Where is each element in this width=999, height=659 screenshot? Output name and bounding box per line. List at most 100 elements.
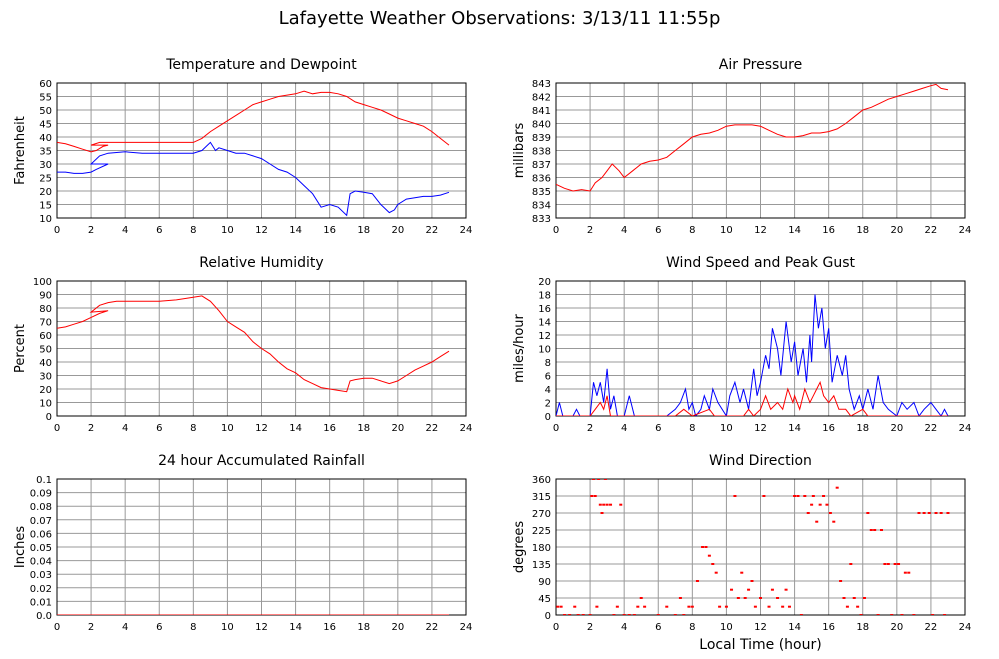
y-tick-label: 55 — [39, 93, 52, 104]
data-point — [733, 495, 737, 497]
data-point — [879, 529, 883, 531]
y-tick-label: 0.1 — [36, 475, 52, 486]
y-axis-label: degrees — [512, 521, 527, 574]
y-tick-label: 835 — [532, 187, 551, 198]
series-group — [57, 90, 450, 217]
x-tick-label: 2 — [88, 423, 94, 434]
y-tick-label: 10 — [39, 214, 52, 225]
series-group — [57, 295, 450, 393]
x-tick-label: 10 — [221, 622, 234, 633]
data-point — [632, 614, 636, 615]
x-tick-label: 22 — [925, 225, 938, 236]
x-tick-label: 16 — [822, 225, 835, 236]
data-point — [615, 605, 619, 608]
x-tick-label: 10 — [720, 423, 733, 434]
data-point — [917, 512, 921, 514]
plot-frame — [555, 280, 966, 417]
y-tick-label: 837 — [532, 160, 551, 171]
data-point — [803, 495, 807, 497]
data-point — [639, 597, 643, 599]
data-point — [759, 597, 762, 599]
y-tick-label: 833 — [532, 214, 551, 225]
series-line-2 — [556, 380, 948, 416]
x-tick-label: 2 — [587, 423, 593, 434]
y-tick-label: 6 — [545, 372, 551, 383]
data-point — [753, 605, 757, 608]
data-point — [622, 614, 626, 615]
y-tick-label: 40 — [39, 358, 52, 369]
y-axis-label: miles/hour — [512, 313, 527, 382]
data-point — [815, 520, 819, 523]
x-tick-label: 18 — [856, 225, 869, 236]
data-point — [912, 614, 916, 615]
data-point — [724, 605, 728, 608]
x-tick-label: 18 — [357, 225, 370, 236]
data-point — [862, 597, 866, 599]
y-tick-label: 100 — [33, 277, 52, 288]
data-point — [687, 605, 691, 608]
series-line-1 — [57, 90, 450, 153]
x-tick-label: 20 — [890, 225, 903, 236]
data-point — [839, 580, 843, 582]
y-tick-label: 40 — [39, 133, 52, 144]
y-tick-label: 839 — [532, 133, 551, 144]
y-tick-label: 838 — [532, 147, 551, 158]
y-tick-label: 20 — [538, 277, 551, 288]
y-tick-label: 0.08 — [30, 502, 52, 513]
x-tick-label: 6 — [156, 423, 162, 434]
y-tick-label: 0 — [545, 412, 551, 423]
data-point — [770, 588, 774, 591]
data-point — [682, 614, 686, 615]
data-point — [856, 605, 860, 608]
data-point — [793, 495, 797, 497]
page-title: Lafayette Weather Observations: 3/13/11 … — [278, 8, 721, 29]
x-tick-label: 6 — [655, 622, 661, 633]
x-tick-label: 14 — [788, 423, 801, 434]
x-tick-label: 10 — [221, 225, 234, 236]
x-tick-label: 14 — [788, 225, 801, 236]
x-tick-label: 24 — [959, 225, 972, 236]
x-tick-label: 4 — [621, 423, 627, 434]
data-point — [718, 605, 722, 608]
x-tick-label: 18 — [357, 622, 370, 633]
x-tick-label: 12 — [754, 622, 767, 633]
data-point — [859, 614, 863, 615]
data-point — [903, 571, 907, 574]
x-tick-label: 0 — [54, 622, 60, 633]
data-point — [576, 614, 580, 615]
y-tick-label: 50 — [39, 106, 52, 117]
data-point — [762, 495, 766, 497]
x-tick-label: 0 — [54, 423, 60, 434]
x-tick-label: 14 — [788, 622, 801, 633]
data-point — [943, 614, 947, 615]
chart-title: Temperature and Dewpoint — [165, 57, 357, 73]
data-point — [806, 512, 810, 514]
y-tick-label: 90 — [538, 577, 551, 588]
y-tick-label: 0.02 — [30, 584, 52, 595]
data-point — [707, 554, 711, 557]
x-tick-label: 10 — [720, 225, 733, 236]
y-tick-label: 70 — [39, 318, 52, 329]
data-point — [740, 571, 744, 574]
data-point — [852, 597, 856, 599]
data-point — [590, 495, 594, 497]
data-point — [799, 614, 803, 615]
series-group — [556, 83, 949, 192]
plot-frame — [555, 478, 966, 616]
x-tick-label: 12 — [754, 225, 767, 236]
y-axis-label: Percent — [13, 324, 28, 373]
data-point — [939, 512, 943, 514]
data-point — [893, 563, 897, 565]
data-point — [678, 597, 682, 599]
y-tick-label: 30 — [39, 372, 52, 383]
x-tick-label: 20 — [890, 622, 903, 633]
data-point — [883, 563, 887, 565]
series-group — [556, 479, 950, 615]
data-point — [907, 571, 911, 574]
y-tick-label: 60 — [39, 79, 52, 90]
data-point — [627, 614, 631, 615]
